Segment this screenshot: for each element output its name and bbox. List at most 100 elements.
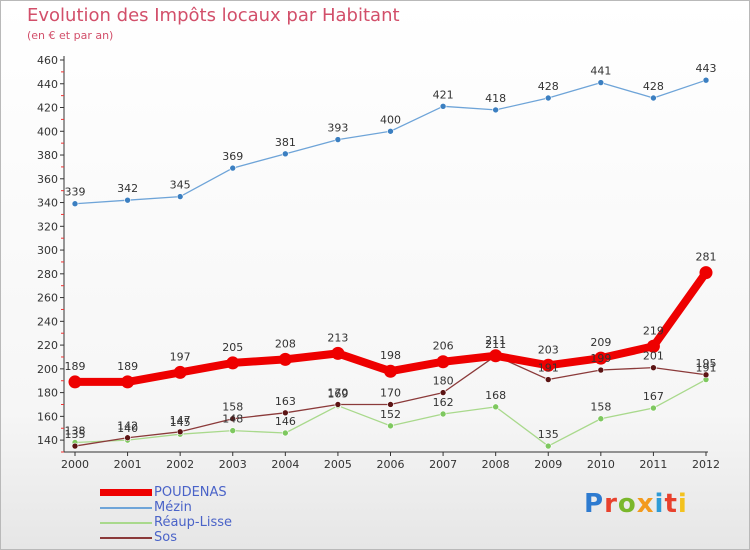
- point-mezin: [282, 150, 289, 158]
- y-tick-label: 320: [37, 220, 58, 233]
- axes: 140 160 180 200 220 240 260 280 300 320 340 360 380 4…: [37, 54, 720, 471]
- point-sos: [71, 442, 79, 450]
- data-label-sos: 170: [327, 386, 348, 399]
- x-tick-label: 2001: [114, 458, 142, 471]
- point-reaup-lisse: [597, 415, 605, 423]
- data-label-sos: 135: [65, 428, 86, 441]
- data-label-sos: 201: [643, 350, 664, 363]
- logo-letter: r: [604, 489, 618, 519]
- y-tick-label: 260: [37, 292, 58, 305]
- logo-letter: i: [677, 489, 688, 519]
- legend-item-poudenas: POUDENAS: [100, 485, 232, 500]
- data-label-poudenas: 219: [643, 324, 664, 337]
- point-sos: [282, 409, 289, 417]
- data-label-sos: 191: [538, 362, 559, 375]
- chart-title: Evolution des Impôts locaux par Habitant: [27, 5, 400, 26]
- data-label-mezin: 421: [433, 88, 454, 101]
- point-poudenas: [331, 346, 345, 360]
- data-label-poudenas: 213: [327, 331, 348, 344]
- point-reaup-lisse: [650, 404, 657, 412]
- y-tick-label: 240: [37, 315, 58, 328]
- legend-label-mezin: Mézin: [154, 500, 192, 515]
- data-label-mezin: 441: [590, 65, 611, 78]
- data-label-mezin: 345: [170, 179, 191, 192]
- point-sos: [387, 401, 394, 408]
- data-label-mezin: 428: [538, 80, 559, 93]
- data-label-sos: 170: [380, 386, 401, 399]
- data-label-sos: 199: [590, 352, 611, 365]
- point-poudenas: [489, 349, 503, 363]
- x-tick-label: 2007: [429, 458, 457, 471]
- point-mezin: [597, 79, 605, 86]
- point-sos: [229, 415, 237, 423]
- legend-item-sos: Sos: [100, 530, 232, 545]
- point-reaup-lisse: [282, 429, 289, 437]
- point-mezin: [439, 103, 447, 110]
- point-mezin: [387, 127, 394, 135]
- data-label-reaup-lisse: 168: [485, 389, 506, 402]
- data-label-mezin: 393: [327, 122, 348, 135]
- point-reaup-lisse: [439, 410, 447, 418]
- point-reaup-lisse: [387, 422, 394, 430]
- point-sos: [597, 366, 605, 374]
- data-label-mezin: 339: [65, 186, 86, 199]
- legend-item-mezin: Mézin: [100, 500, 232, 515]
- data-label-poudenas: 281: [696, 251, 717, 264]
- data-label-sos: 163: [275, 395, 296, 408]
- point-poudenas: [594, 351, 608, 365]
- point-mezin: [544, 94, 552, 102]
- data-label-sos: 142: [117, 420, 138, 433]
- data-label-poudenas: 211: [485, 334, 506, 347]
- point-poudenas: [646, 339, 660, 353]
- legend: POUDENAS Mézin Réaup-Lisse Sos: [100, 485, 232, 545]
- logo-letter: i: [654, 489, 665, 519]
- point-mezin: [124, 196, 131, 204]
- data-label-poudenas: 203: [538, 343, 559, 356]
- point-poudenas: [436, 355, 450, 369]
- point-mezin: [71, 200, 79, 208]
- y-tick-label: 380: [37, 149, 58, 162]
- legend-label-sos: Sos: [154, 530, 177, 545]
- chart-subtitle: (en € et par an): [27, 29, 114, 42]
- data-label-reaup-lisse: 191: [696, 362, 717, 375]
- x-tick-label: 2002: [166, 458, 194, 471]
- point-sos: [439, 389, 447, 396]
- point-mezin: [492, 106, 499, 114]
- data-label-mezin: 381: [275, 136, 296, 149]
- y-tick-label: 280: [37, 268, 58, 281]
- x-tick-label: 2009: [534, 458, 562, 471]
- point-reaup-lisse: [229, 427, 237, 434]
- x-tick-label: 2006: [377, 458, 405, 471]
- data-labels-layer: 138 140 145 148 1461691521621681351581671911…: [65, 62, 717, 441]
- y-tick-label: 220: [37, 339, 58, 352]
- data-label-poudenas: 209: [590, 336, 611, 349]
- data-label-reaup-lisse: 148: [222, 413, 243, 426]
- x-tick-label: 2012: [692, 458, 720, 471]
- logo-letter: P: [584, 489, 605, 519]
- x-tick-label: 2008: [482, 458, 510, 471]
- data-label-poudenas: 189: [65, 360, 86, 373]
- data-label-mezin: 418: [485, 92, 506, 105]
- data-label-poudenas: 189: [117, 360, 138, 373]
- y-tick-label: 420: [37, 102, 58, 115]
- data-label-poudenas: 197: [170, 350, 191, 363]
- data-label-poudenas: 205: [222, 341, 243, 354]
- y-tick-label: 440: [37, 78, 58, 91]
- data-label-poudenas: 206: [433, 340, 454, 353]
- data-label-reaup-lisse: 158: [590, 401, 611, 414]
- data-label-reaup-lisse: 145: [170, 416, 191, 429]
- point-reaup-lisse: [544, 442, 552, 450]
- y-tick-label: 140: [37, 434, 58, 447]
- x-tick-label: 2000: [61, 458, 89, 471]
- x-tick-label: 2003: [219, 458, 247, 471]
- data-label-reaup-lisse: 167: [643, 390, 664, 403]
- legend-label-reaup-lisse: Réaup-Lisse: [154, 515, 232, 530]
- x-tick-label: 2010: [587, 458, 615, 471]
- point-poudenas: [278, 352, 292, 366]
- point-mezin: [229, 164, 237, 172]
- data-label-mezin: 443: [696, 62, 717, 75]
- point-reaup-lisse: [492, 403, 499, 411]
- y-tick-label: 340: [37, 197, 58, 210]
